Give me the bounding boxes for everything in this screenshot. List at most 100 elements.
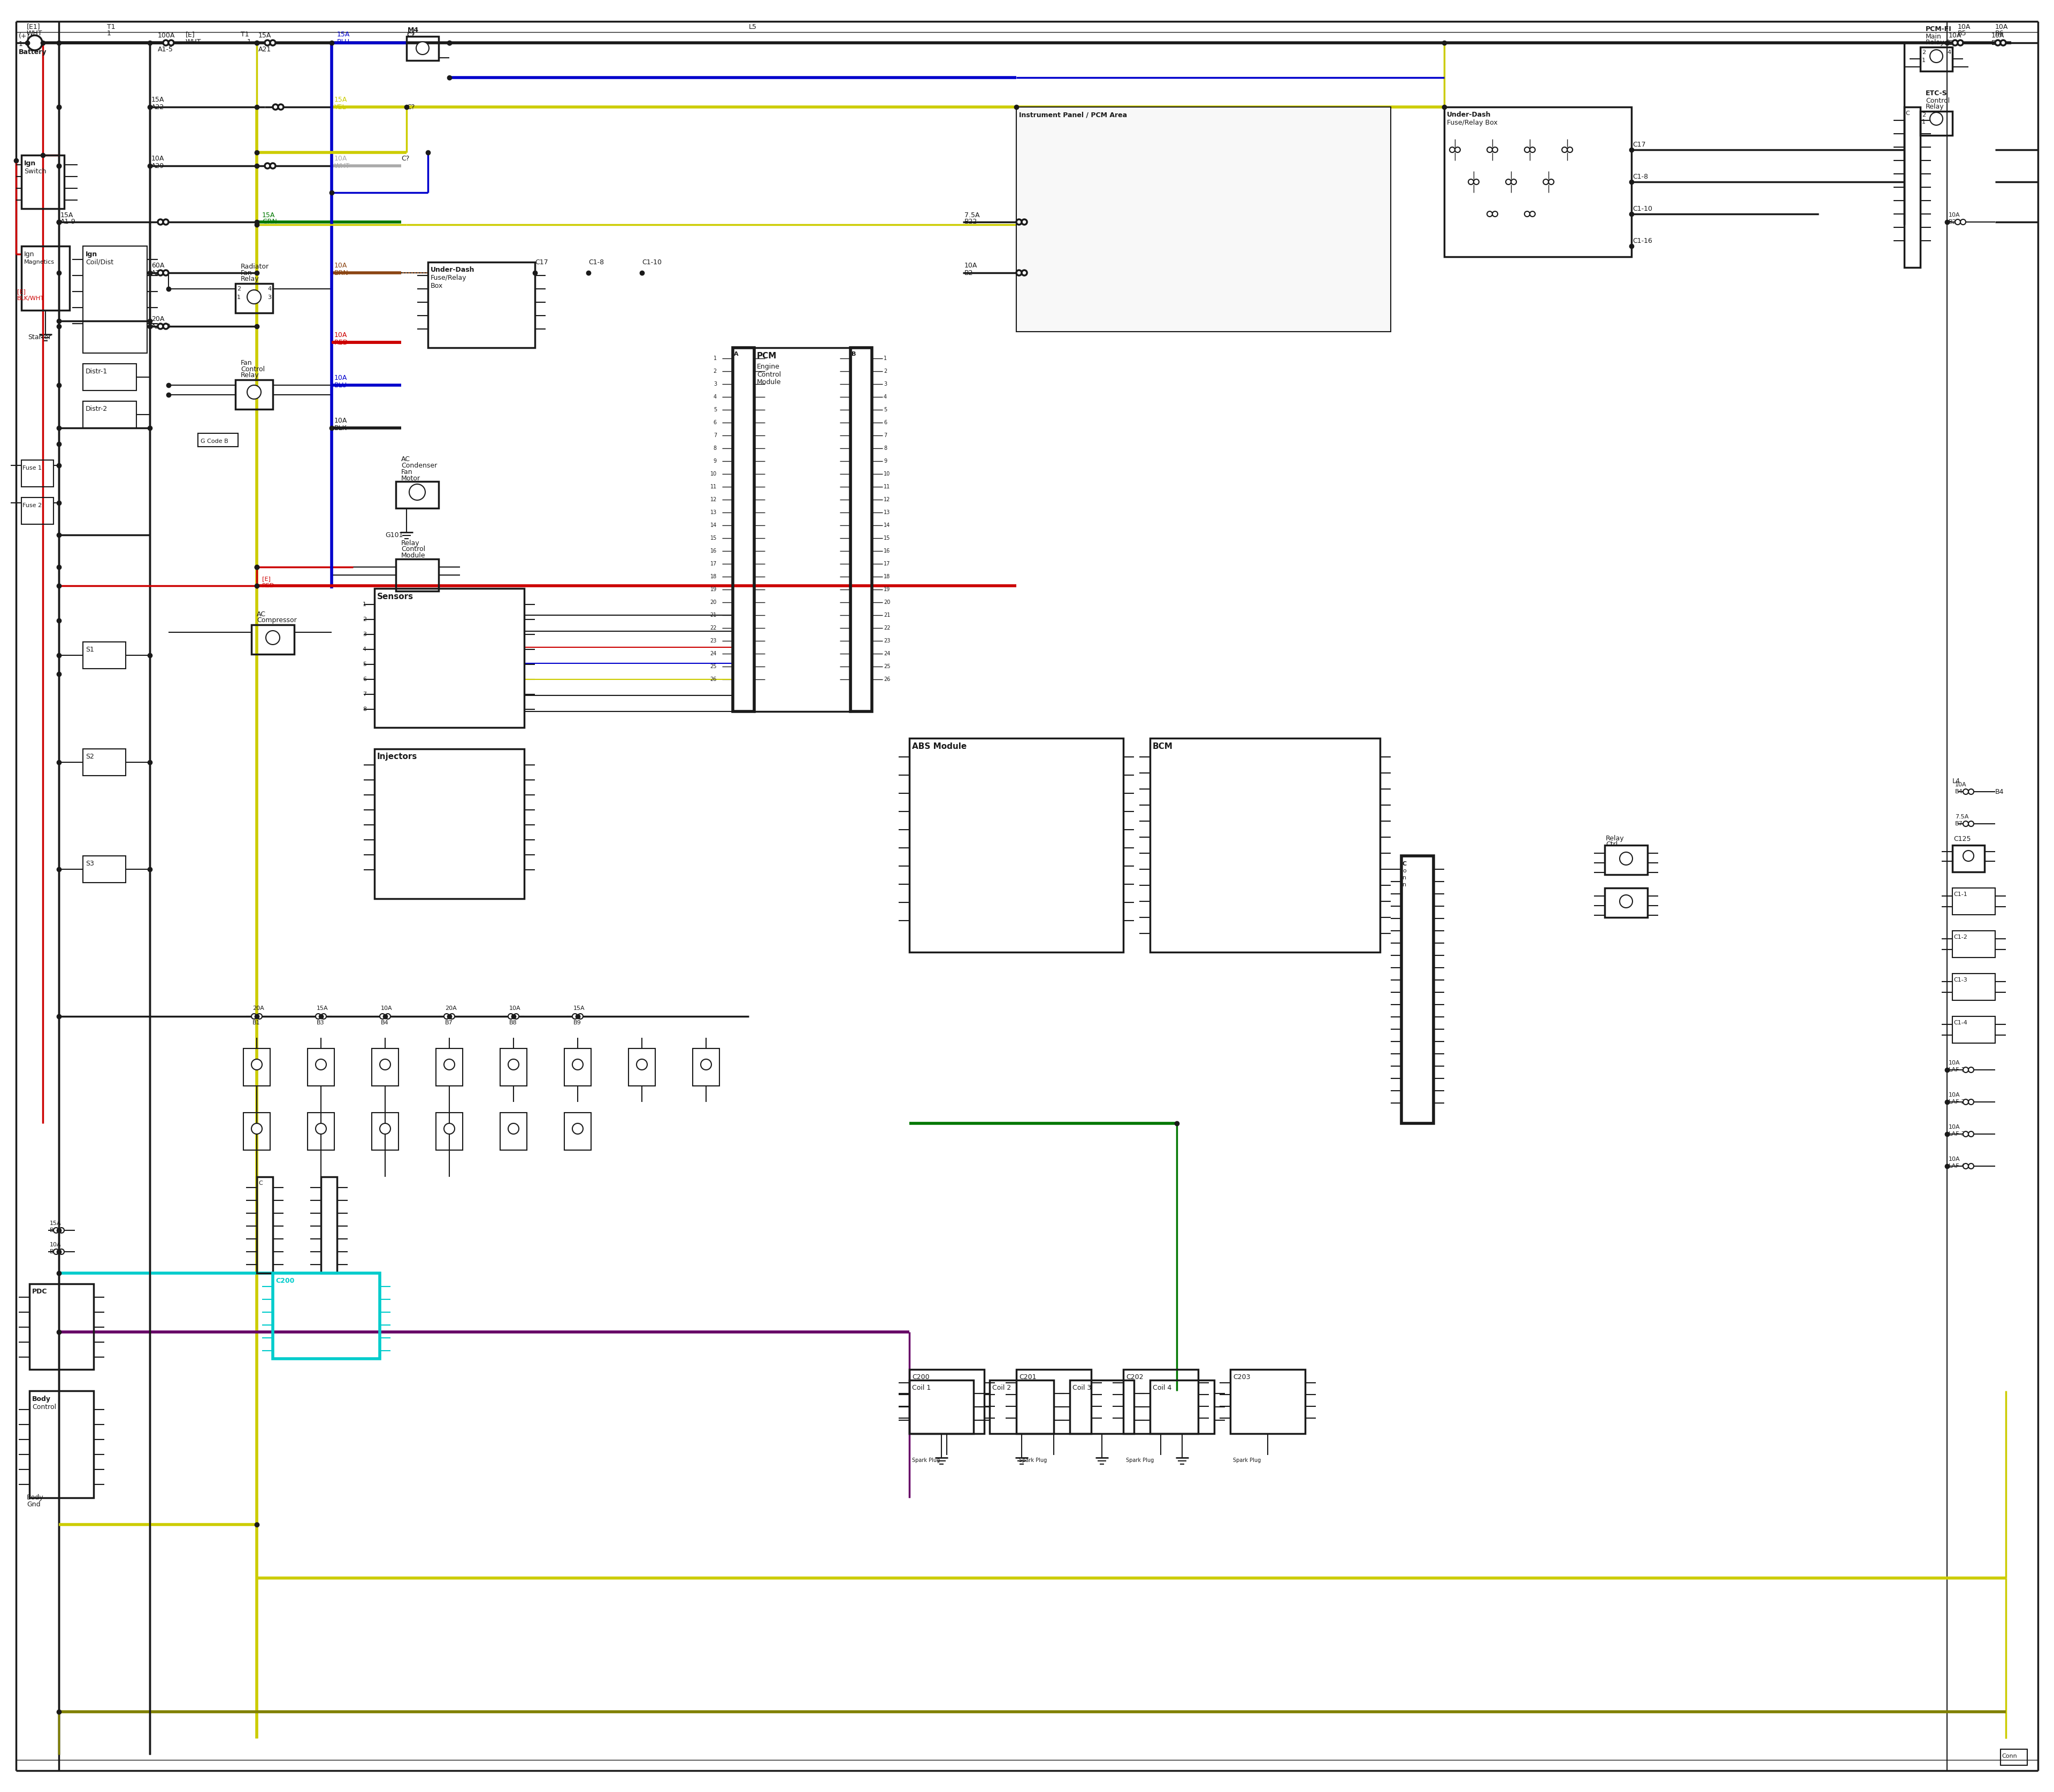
Circle shape — [1543, 179, 1549, 185]
Text: RED: RED — [335, 339, 349, 346]
Text: Relay: Relay — [401, 539, 419, 547]
Text: 4: 4 — [713, 394, 717, 400]
Circle shape — [265, 631, 279, 645]
Text: YEL: YEL — [335, 104, 347, 111]
Text: C1-10: C1-10 — [1633, 204, 1651, 211]
Circle shape — [380, 1059, 390, 1070]
Bar — [1953, 889, 1994, 914]
Text: 19: 19 — [883, 586, 889, 591]
Circle shape — [1994, 39, 2001, 45]
Text: 15A: 15A — [573, 1005, 585, 1011]
Text: B4: B4 — [1955, 788, 1964, 794]
Text: 11: 11 — [883, 484, 889, 489]
Bar — [1070, 1380, 1134, 1434]
Circle shape — [1021, 271, 1027, 276]
Text: C1-16: C1-16 — [1633, 237, 1651, 244]
Text: Spark Plug: Spark Plug — [1019, 1457, 1048, 1462]
Text: 20A: 20A — [152, 315, 164, 323]
Text: Conn: Conn — [2001, 1754, 2017, 1758]
Text: Module: Module — [756, 378, 781, 385]
Text: Under-Dash: Under-Dash — [431, 267, 474, 274]
Text: Motor: Motor — [401, 475, 421, 482]
Text: B4: B4 — [380, 1020, 388, 1025]
Text: 10A: 10A — [1994, 23, 2009, 30]
Text: Fan: Fan — [240, 269, 253, 276]
Circle shape — [1530, 211, 1534, 217]
Circle shape — [246, 290, 261, 305]
Circle shape — [1561, 147, 1567, 152]
Text: Gnd: Gnd — [27, 1500, 41, 1507]
Text: 10A: 10A — [1949, 1093, 1960, 1098]
Bar — [197, 434, 238, 446]
Bar — [82, 857, 125, 883]
Bar — [372, 1113, 398, 1150]
Circle shape — [1487, 147, 1493, 152]
Text: Magnetics: Magnetics — [25, 260, 55, 265]
Bar — [1953, 846, 1984, 873]
Text: B2: B2 — [965, 269, 974, 276]
Bar — [236, 380, 273, 409]
Circle shape — [162, 271, 168, 276]
Text: L4: L4 — [1953, 778, 1960, 785]
Text: 10A: 10A — [1949, 213, 1960, 217]
Text: 60A: 60A — [152, 262, 164, 269]
Circle shape — [320, 1014, 327, 1020]
Text: AC: AC — [401, 455, 411, 462]
Bar — [499, 1048, 528, 1086]
Text: 4: 4 — [267, 287, 271, 292]
Text: 15A: 15A — [335, 97, 347, 104]
Text: A1-9: A1-9 — [60, 219, 76, 226]
Text: C: C — [1906, 111, 1910, 116]
Text: 10A: 10A — [380, 1005, 392, 1011]
Circle shape — [1524, 147, 1530, 152]
Text: G101: G101 — [386, 532, 403, 538]
Text: 26: 26 — [711, 677, 717, 683]
Circle shape — [1021, 219, 1027, 224]
Text: n: n — [1403, 882, 1407, 887]
Text: 21: 21 — [711, 613, 717, 618]
Text: 20: 20 — [883, 600, 889, 606]
Text: 25: 25 — [711, 663, 717, 668]
Circle shape — [1017, 271, 1021, 276]
Bar — [29, 1391, 94, 1498]
Text: PCM-FI: PCM-FI — [1927, 25, 1951, 32]
Text: 8: 8 — [713, 446, 717, 452]
Circle shape — [1964, 1068, 1968, 1073]
Text: 15A: 15A — [49, 1220, 62, 1226]
Text: A29: A29 — [152, 163, 164, 168]
Text: 17: 17 — [711, 561, 717, 566]
Bar — [242, 1113, 271, 1150]
Bar — [1401, 857, 1434, 1124]
Text: Coil 3: Coil 3 — [1072, 1385, 1091, 1392]
Bar — [1953, 973, 1994, 1000]
Text: C1-3: C1-3 — [1953, 977, 1968, 982]
Text: C17: C17 — [534, 258, 548, 265]
Circle shape — [1964, 1163, 1968, 1168]
Text: T1: T1 — [240, 30, 249, 38]
Text: 15A: 15A — [316, 1005, 329, 1011]
Circle shape — [1968, 1163, 1974, 1168]
Text: 10A: 10A — [335, 332, 347, 339]
Text: WHT: WHT — [185, 38, 201, 45]
Text: Relay: Relay — [240, 373, 259, 378]
Text: 10A: 10A — [1957, 23, 1970, 30]
Text: Instrument Panel / PCM Area: Instrument Panel / PCM Area — [1019, 111, 1128, 118]
Text: BRN: BRN — [335, 269, 349, 276]
Text: Control: Control — [756, 371, 781, 378]
Circle shape — [1473, 179, 1479, 185]
Circle shape — [1450, 147, 1454, 152]
Text: 6: 6 — [883, 419, 887, 425]
Circle shape — [246, 385, 261, 400]
Text: 15: 15 — [711, 536, 717, 541]
Text: Coil 1: Coil 1 — [912, 1385, 930, 1392]
Bar — [242, 1048, 271, 1086]
Text: B7: B7 — [446, 1020, 454, 1025]
Text: C200: C200 — [912, 1374, 930, 1382]
Text: A2-10: A2-10 — [152, 323, 170, 330]
Circle shape — [162, 39, 168, 45]
Circle shape — [1955, 219, 1960, 224]
Bar — [374, 749, 524, 898]
Text: 10A: 10A — [335, 156, 347, 163]
Text: 2: 2 — [236, 287, 240, 292]
Text: 26: 26 — [883, 677, 889, 683]
